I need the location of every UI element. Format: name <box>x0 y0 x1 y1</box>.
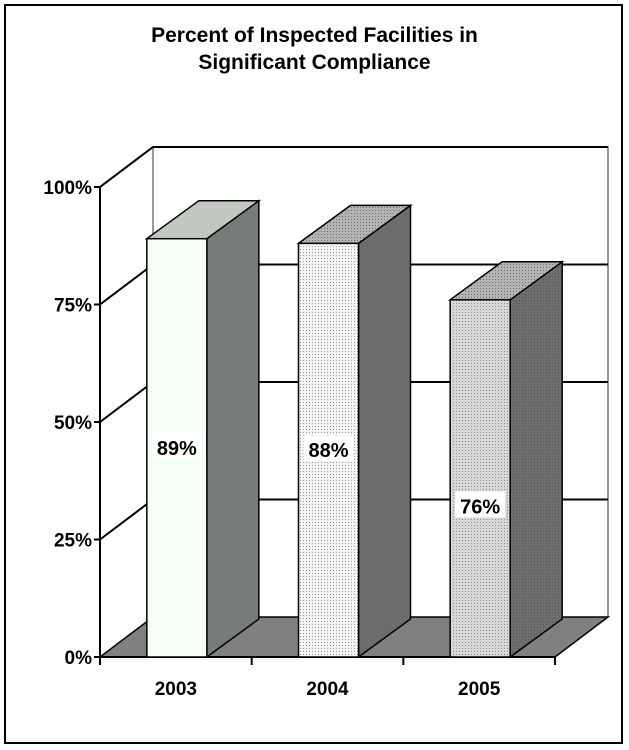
category-label-2003: 2003 <box>155 679 197 700</box>
gridline-side-4 <box>99 146 154 188</box>
data-label-bg-2005 <box>455 491 506 518</box>
chart-title: Percent of Inspected Facilities in Signi… <box>0 22 629 76</box>
y-tick-label-2: 50% <box>54 413 92 434</box>
y-tick-label-3: 75% <box>54 296 92 317</box>
y-tick-label-0: 0% <box>65 648 93 669</box>
data-label-2005: 76% <box>460 496 500 518</box>
bar-side-2005 <box>509 260 563 659</box>
chart-title-line-1: Percent of Inspected Facilities in <box>151 24 478 47</box>
labels: 89% 2003 88% 2004 76% 2005 <box>151 432 506 700</box>
bar-2003 <box>144 199 262 659</box>
y-tick-label-4: 100% <box>43 178 92 199</box>
data-label-bg-2003 <box>151 432 202 459</box>
bar-2005 <box>447 260 565 659</box>
gridline-side-3 <box>99 263 154 306</box>
bar-2004 <box>296 203 413 659</box>
category-label-2005: 2005 <box>458 679 501 700</box>
bar-front-2005 <box>449 299 511 658</box>
y-tick-label-1: 25% <box>54 531 92 552</box>
data-label-2003: 89% <box>157 438 197 460</box>
data-label-2004: 88% <box>308 440 348 462</box>
category-label-2004: 2004 <box>306 679 349 700</box>
chart-title-line-2: Significant Compliance <box>198 51 431 74</box>
gridline-side-1 <box>99 498 154 541</box>
bar-side-2004 <box>357 203 412 659</box>
gridline-side-2 <box>99 381 154 423</box>
bar-side-2003 <box>206 199 260 659</box>
data-label-bg-2004 <box>303 435 354 462</box>
bars <box>144 199 565 659</box>
